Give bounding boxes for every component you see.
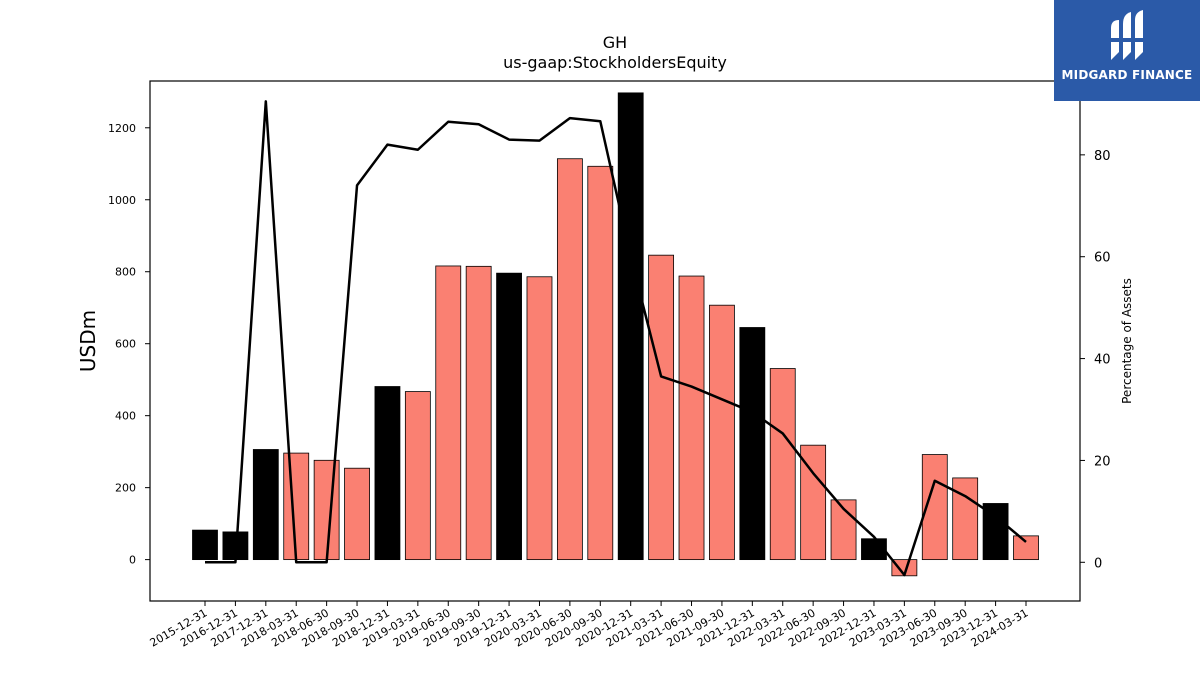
bar (404, 391, 431, 561)
line-layer (205, 100, 1027, 577)
bar (982, 503, 1009, 561)
bar (313, 459, 340, 561)
right-axis: 0 20 40 60 80 (1080, 149, 1111, 571)
y-tick-label: 800 (115, 266, 136, 279)
bar (526, 276, 553, 561)
logo-text: MIDGARD FINANCE (1061, 68, 1193, 82)
bar (769, 368, 796, 561)
bar (709, 304, 735, 561)
bar (374, 386, 401, 561)
chart-title: GH (603, 33, 627, 52)
bar (587, 165, 614, 561)
bar (556, 158, 583, 561)
y-tick-label: 400 (115, 410, 136, 423)
bar (344, 467, 370, 561)
y-tick-label: 1000 (108, 194, 136, 207)
y-tick-label: 600 (115, 338, 136, 351)
x-axis: 2015-12-312016-12-312017-12-312018-03-31… (148, 601, 1031, 650)
bar (496, 272, 522, 561)
bar (192, 529, 218, 561)
plot-frame (149, 80, 1081, 602)
bar (252, 449, 279, 561)
y2-tick-label: 40 (1094, 353, 1111, 368)
bar (648, 254, 675, 561)
left-axis: 0 200 400 600 800 1000 1200 (108, 122, 150, 567)
midgard-logo-icon (1054, 8, 1200, 72)
bar (1013, 535, 1039, 561)
bar (465, 265, 492, 561)
y2-tick-label: 20 (1094, 454, 1111, 469)
y2-axis-label: Percentage of Assets (1120, 278, 1134, 404)
y2-tick-label: 80 (1094, 149, 1111, 164)
bar (435, 265, 462, 561)
y2-tick-label: 60 (1094, 251, 1111, 266)
y-tick-label: 200 (115, 482, 136, 495)
bar (678, 275, 705, 561)
y-axis-label: USDm (76, 310, 100, 372)
bar-layer (192, 92, 1039, 577)
chart-subtitle: us-gaap:StockholdersEquity (503, 53, 727, 72)
y-tick-label: 0 (129, 554, 136, 567)
bar (739, 327, 766, 561)
bar (617, 92, 644, 561)
y-tick-label: 1200 (108, 122, 136, 135)
percentage-line (205, 100, 1027, 577)
midgard-finance-logo: MIDGARD FINANCE (1054, 0, 1200, 101)
bar (952, 477, 979, 561)
bar (283, 452, 310, 561)
y2-tick-label: 0 (1094, 556, 1102, 571)
